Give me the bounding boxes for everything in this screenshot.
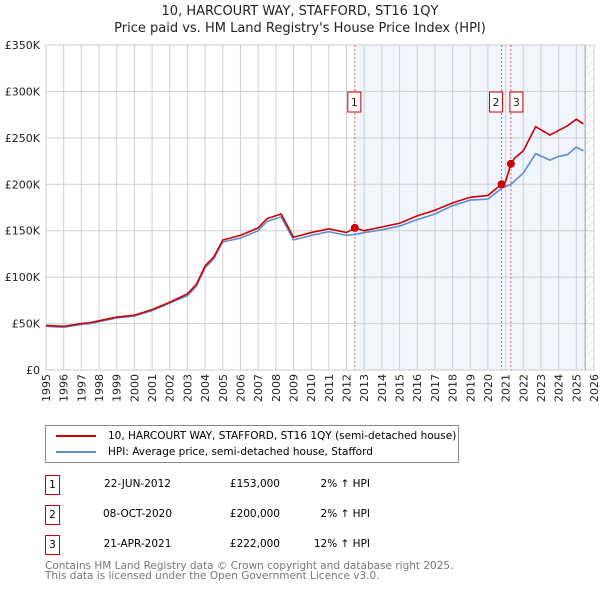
- chart-title: 10, HARCOURT WAY, STAFFORD, ST16 1QY: [161, 4, 439, 19]
- y-tick-label: £0: [26, 364, 40, 377]
- sale-label-box: [509, 91, 524, 113]
- x-tick-label: 1995: [40, 374, 53, 402]
- y-tick-label: £250K: [5, 132, 41, 145]
- y-tick-label: £150K: [5, 225, 41, 238]
- sale-label: 3: [513, 96, 520, 109]
- x-tick-label: 2021: [500, 374, 513, 402]
- x-tick-label: 2019: [464, 374, 477, 402]
- property-line: [45, 118, 584, 328]
- legend-swatch-red: [56, 435, 96, 437]
- x-tick-label: 2025: [570, 374, 583, 402]
- sale-point: [497, 180, 506, 189]
- transaction-row: 2 08-OCT-2020 £200,000 2% ↑ HPI: [45, 505, 465, 525]
- x-tick-label: 2015: [394, 374, 407, 402]
- legend: 10, HARCOURT WAY, STAFFORD, ST16 1QY (se…: [45, 425, 459, 463]
- transaction-hpi: 12% ↑ HPI: [313, 538, 370, 550]
- x-tick-label: 2010: [305, 374, 318, 402]
- x-tick-label: 2007: [252, 374, 265, 402]
- plot-border: [45, 44, 595, 371]
- x-tick-label: 1997: [75, 374, 88, 402]
- legend-swatch-blue: [56, 451, 96, 453]
- transaction-row: 1 22-JUN-2012 £153,000 2% ↑ HPI: [45, 475, 465, 495]
- transaction-row: 3 21-APR-2021 £222,000 12% ↑ HPI: [45, 535, 465, 555]
- x-tick-label: 2009: [287, 374, 300, 402]
- x-tick-label: 2016: [411, 374, 424, 402]
- x-tick-label: 1998: [93, 374, 106, 402]
- footer: Contains HM Land Registry data © Crown c…: [45, 560, 454, 582]
- y-tick-label: £100K: [5, 271, 41, 284]
- x-tick-label: 2014: [376, 374, 389, 402]
- y-tick-label: £50K: [12, 318, 41, 331]
- x-tick-label: 2008: [270, 374, 283, 402]
- forecast-hatch: [585, 45, 594, 370]
- x-tick-label: 2022: [517, 374, 530, 402]
- x-tick-label: 2026: [588, 374, 600, 402]
- price-chart: 1995 1996 1997 1998 1999 2000 2001 2002 2003 2004…: [5, 39, 600, 402]
- x-tick-label: 2000: [128, 374, 141, 402]
- transaction-price: £153,000: [229, 478, 280, 490]
- sale-point: [506, 159, 515, 168]
- y-tick-label: £300K: [5, 85, 41, 98]
- x-tick-label: 2001: [146, 374, 159, 402]
- x-tick-label: 1996: [58, 374, 71, 402]
- x-tick-label: 2012: [341, 374, 354, 402]
- x-tick-label: 2020: [482, 374, 495, 402]
- sale-label: 1: [351, 96, 358, 109]
- legend-label-property: 10, HARCOURT WAY, STAFFORD, ST16 1QY (se…: [108, 430, 457, 442]
- x-tick-label: 2006: [234, 374, 247, 402]
- x-tick-label: 2005: [217, 374, 230, 402]
- sale-label-box: [347, 91, 362, 113]
- hpi-line: [45, 146, 584, 329]
- y-tick-label: £200K: [5, 178, 41, 191]
- transaction-date: 08-OCT-2020: [103, 508, 172, 520]
- sale-label: 2: [493, 96, 500, 109]
- transaction-price: £222,000: [229, 538, 280, 550]
- x-tick-label: 2018: [447, 374, 460, 402]
- transaction-num: 2: [45, 505, 60, 525]
- footer-line-2: This data is licensed under the Open Gov…: [45, 570, 380, 582]
- x-tick-label: 2023: [535, 374, 548, 402]
- x-tick-label: 2011: [323, 374, 336, 402]
- x-tick-label: 2013: [358, 374, 371, 402]
- x-tick-label: 2017: [429, 374, 442, 402]
- transaction-num: 3: [45, 535, 60, 555]
- transaction-date: 21-APR-2021: [103, 538, 172, 550]
- x-tick-label: 2002: [164, 374, 177, 402]
- x-tick-label: 2003: [181, 374, 194, 402]
- transaction-hpi: 2% ↑ HPI: [320, 478, 370, 490]
- sale-point: [350, 223, 359, 232]
- x-tick-label: 2004: [199, 374, 212, 402]
- transaction-price: £200,000: [229, 508, 280, 520]
- transaction-num: 1: [45, 475, 60, 495]
- legend-label-hpi: HPI: Average price, semi-detached house,…: [108, 446, 373, 458]
- y-tick-label: £350K: [5, 39, 41, 52]
- footer-line-1: Contains HM Land Registry data © Crown c…: [45, 560, 454, 572]
- transaction-date: 22-JUN-2012: [104, 478, 171, 490]
- transaction-hpi: 2% ↑ HPI: [320, 508, 370, 520]
- sale-label-box: [489, 91, 504, 113]
- x-tick-label: 2024: [553, 374, 566, 402]
- x-tick-label: 1999: [111, 374, 124, 402]
- chart-subtitle: Price paid vs. HM Land Registry's House …: [114, 21, 486, 36]
